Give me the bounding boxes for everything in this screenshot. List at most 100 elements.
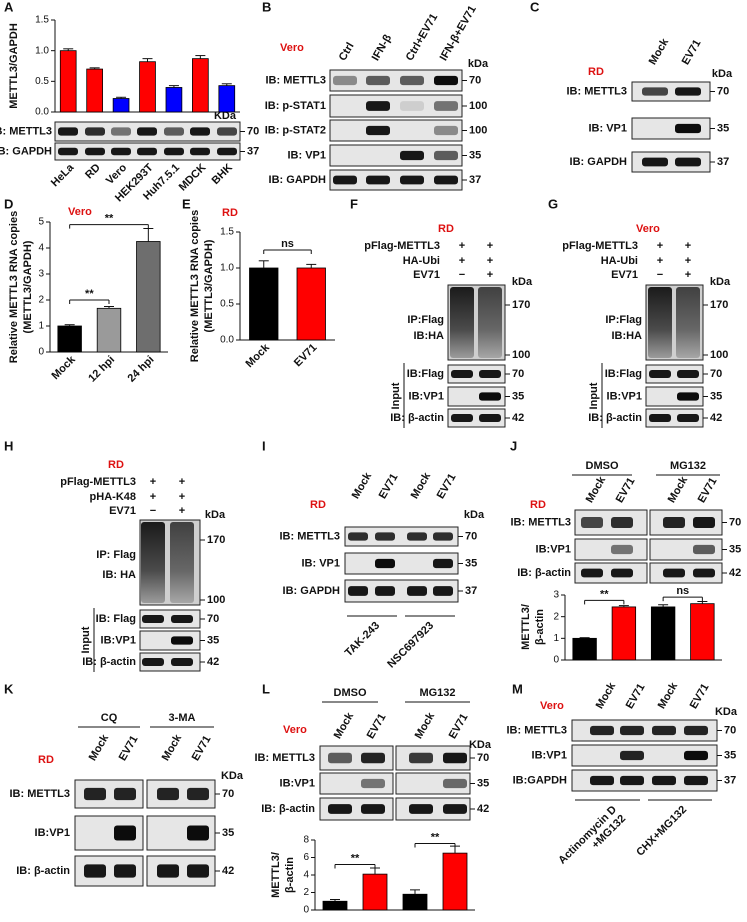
band [348,532,368,541]
panel-letter: A [4,0,14,14]
band [157,864,179,878]
row-label: IB: METTL3 [266,74,327,86]
band [649,414,671,422]
band [611,568,633,578]
group-label: DMSO [586,460,619,472]
marker-label: 42 [729,567,741,579]
cell-line: RD [588,66,604,78]
band [611,517,633,528]
bar [690,603,715,661]
bar [572,637,597,661]
input-label: Input [80,626,92,653]
group-label: 3-MA [169,712,196,724]
band [190,147,210,156]
marker-label: 100 [512,349,530,361]
ip-smear [478,287,502,358]
treatment-label: NSC697923 [385,620,436,671]
band [333,175,357,185]
band [84,787,106,801]
marker-label: 100 [207,594,225,606]
condition-sign: + [487,240,493,252]
kda-label: kDa [710,276,731,288]
band [434,101,458,111]
row-label: IB: VP1 [301,557,340,569]
cell-line: RD [530,499,546,511]
band [652,775,676,786]
condition-label: EV71 [611,269,638,281]
band [137,147,157,156]
marker-label: 35 [477,777,489,789]
lane-label: Mock [409,470,434,501]
ip-label: IP:Flag [605,314,642,326]
x-tick-label: Mock [244,341,273,370]
y-tick-label: 4 [303,870,309,881]
band [361,778,385,789]
band [684,750,708,761]
cell-line: RD [222,207,238,219]
group-label: DMSO [334,687,367,699]
bar [611,606,637,661]
panel-letter: D [4,196,13,211]
row-label: IB: β-actin [390,412,444,424]
row-label: IB: METTL3 [280,530,341,542]
bar [296,267,326,341]
y-tick-label: 1.5 [35,15,49,26]
row-label: IB: VP1 [287,149,326,161]
marker-label: 37 [469,174,481,186]
lane-label: EV71 [365,712,389,741]
lane-label: Mock [413,710,438,741]
significance-label: ** [600,588,609,600]
condition-label: pFlag-METTL3 [364,240,440,252]
panel-letter: B [262,0,271,14]
kda-label: kDa [512,276,533,288]
y-tick-label: 3 [553,590,559,601]
panel-letter: J [510,438,517,453]
marker-label: 37 [717,156,729,168]
cell-line: Vero [636,223,660,235]
kda-label: KDa [715,706,738,718]
y-tick-label: 1 [553,633,559,644]
lane-label: Ctrl [337,41,357,63]
input-label: Input [588,382,600,409]
marker-label: 42 [222,865,234,877]
band [675,123,701,134]
row-label: IB: β-actin [261,803,315,815]
condition-sign: + [150,491,156,503]
marker-label: 170 [710,299,728,311]
ip-smear [141,522,165,603]
lane-label: EV71 [680,38,704,67]
band [111,147,131,156]
bar [112,98,130,113]
row-label: IB: METTL3 [0,125,52,137]
band [652,725,676,736]
marker-label: 37 [465,585,477,597]
marker-label: 70 [222,788,234,800]
lane-label: Mock [332,710,357,741]
row-label: IB: METTL3 [567,85,628,97]
y-tick-label: 0.5 [35,76,49,87]
row-label: IB: METTL3 [511,516,572,528]
ip-smear [170,522,194,603]
band [187,825,209,841]
band [620,750,644,761]
marker-label: 35 [729,543,741,555]
marker-label: 35 [710,390,722,402]
condition-label: HA-Ubi [403,255,440,267]
row-label: IB: GAPDH [269,174,327,186]
band [581,568,603,578]
lane-label: EV71 [447,712,471,741]
band [187,864,209,878]
y-tick-label: 0.0 [35,107,49,118]
band [675,157,701,167]
band [328,752,352,764]
band [581,517,603,528]
significance-label: ns [676,585,689,597]
y-axis-label: β-actin [534,609,546,645]
band [663,568,685,578]
lane-label: EV71 [614,476,638,505]
x-tick-label: MDCK [177,162,209,194]
band [642,87,668,96]
y-tick-label: 1 [38,321,44,332]
band [375,532,395,541]
